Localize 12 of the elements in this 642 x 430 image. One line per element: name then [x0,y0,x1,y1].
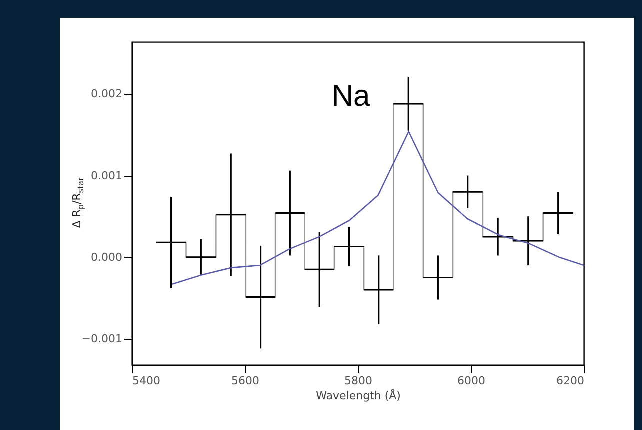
x-tick-label: 6200 [556,374,584,388]
y-tick-label: 0.000 [91,250,122,264]
y-tick-label: 0.001 [91,169,122,182]
x-axis-title: Wavelength (Å) [316,388,401,402]
y-tick-label: −0.001 [82,332,122,346]
x-tick-label: 5800 [344,374,372,388]
x-tick-label: 5400 [132,374,160,388]
x-tick-label: 5600 [232,374,260,388]
line-series [172,131,585,285]
x-tick-label: 6000 [458,374,486,388]
annotation: Na [332,80,370,113]
y-tick-label: 0.002 [91,88,122,101]
